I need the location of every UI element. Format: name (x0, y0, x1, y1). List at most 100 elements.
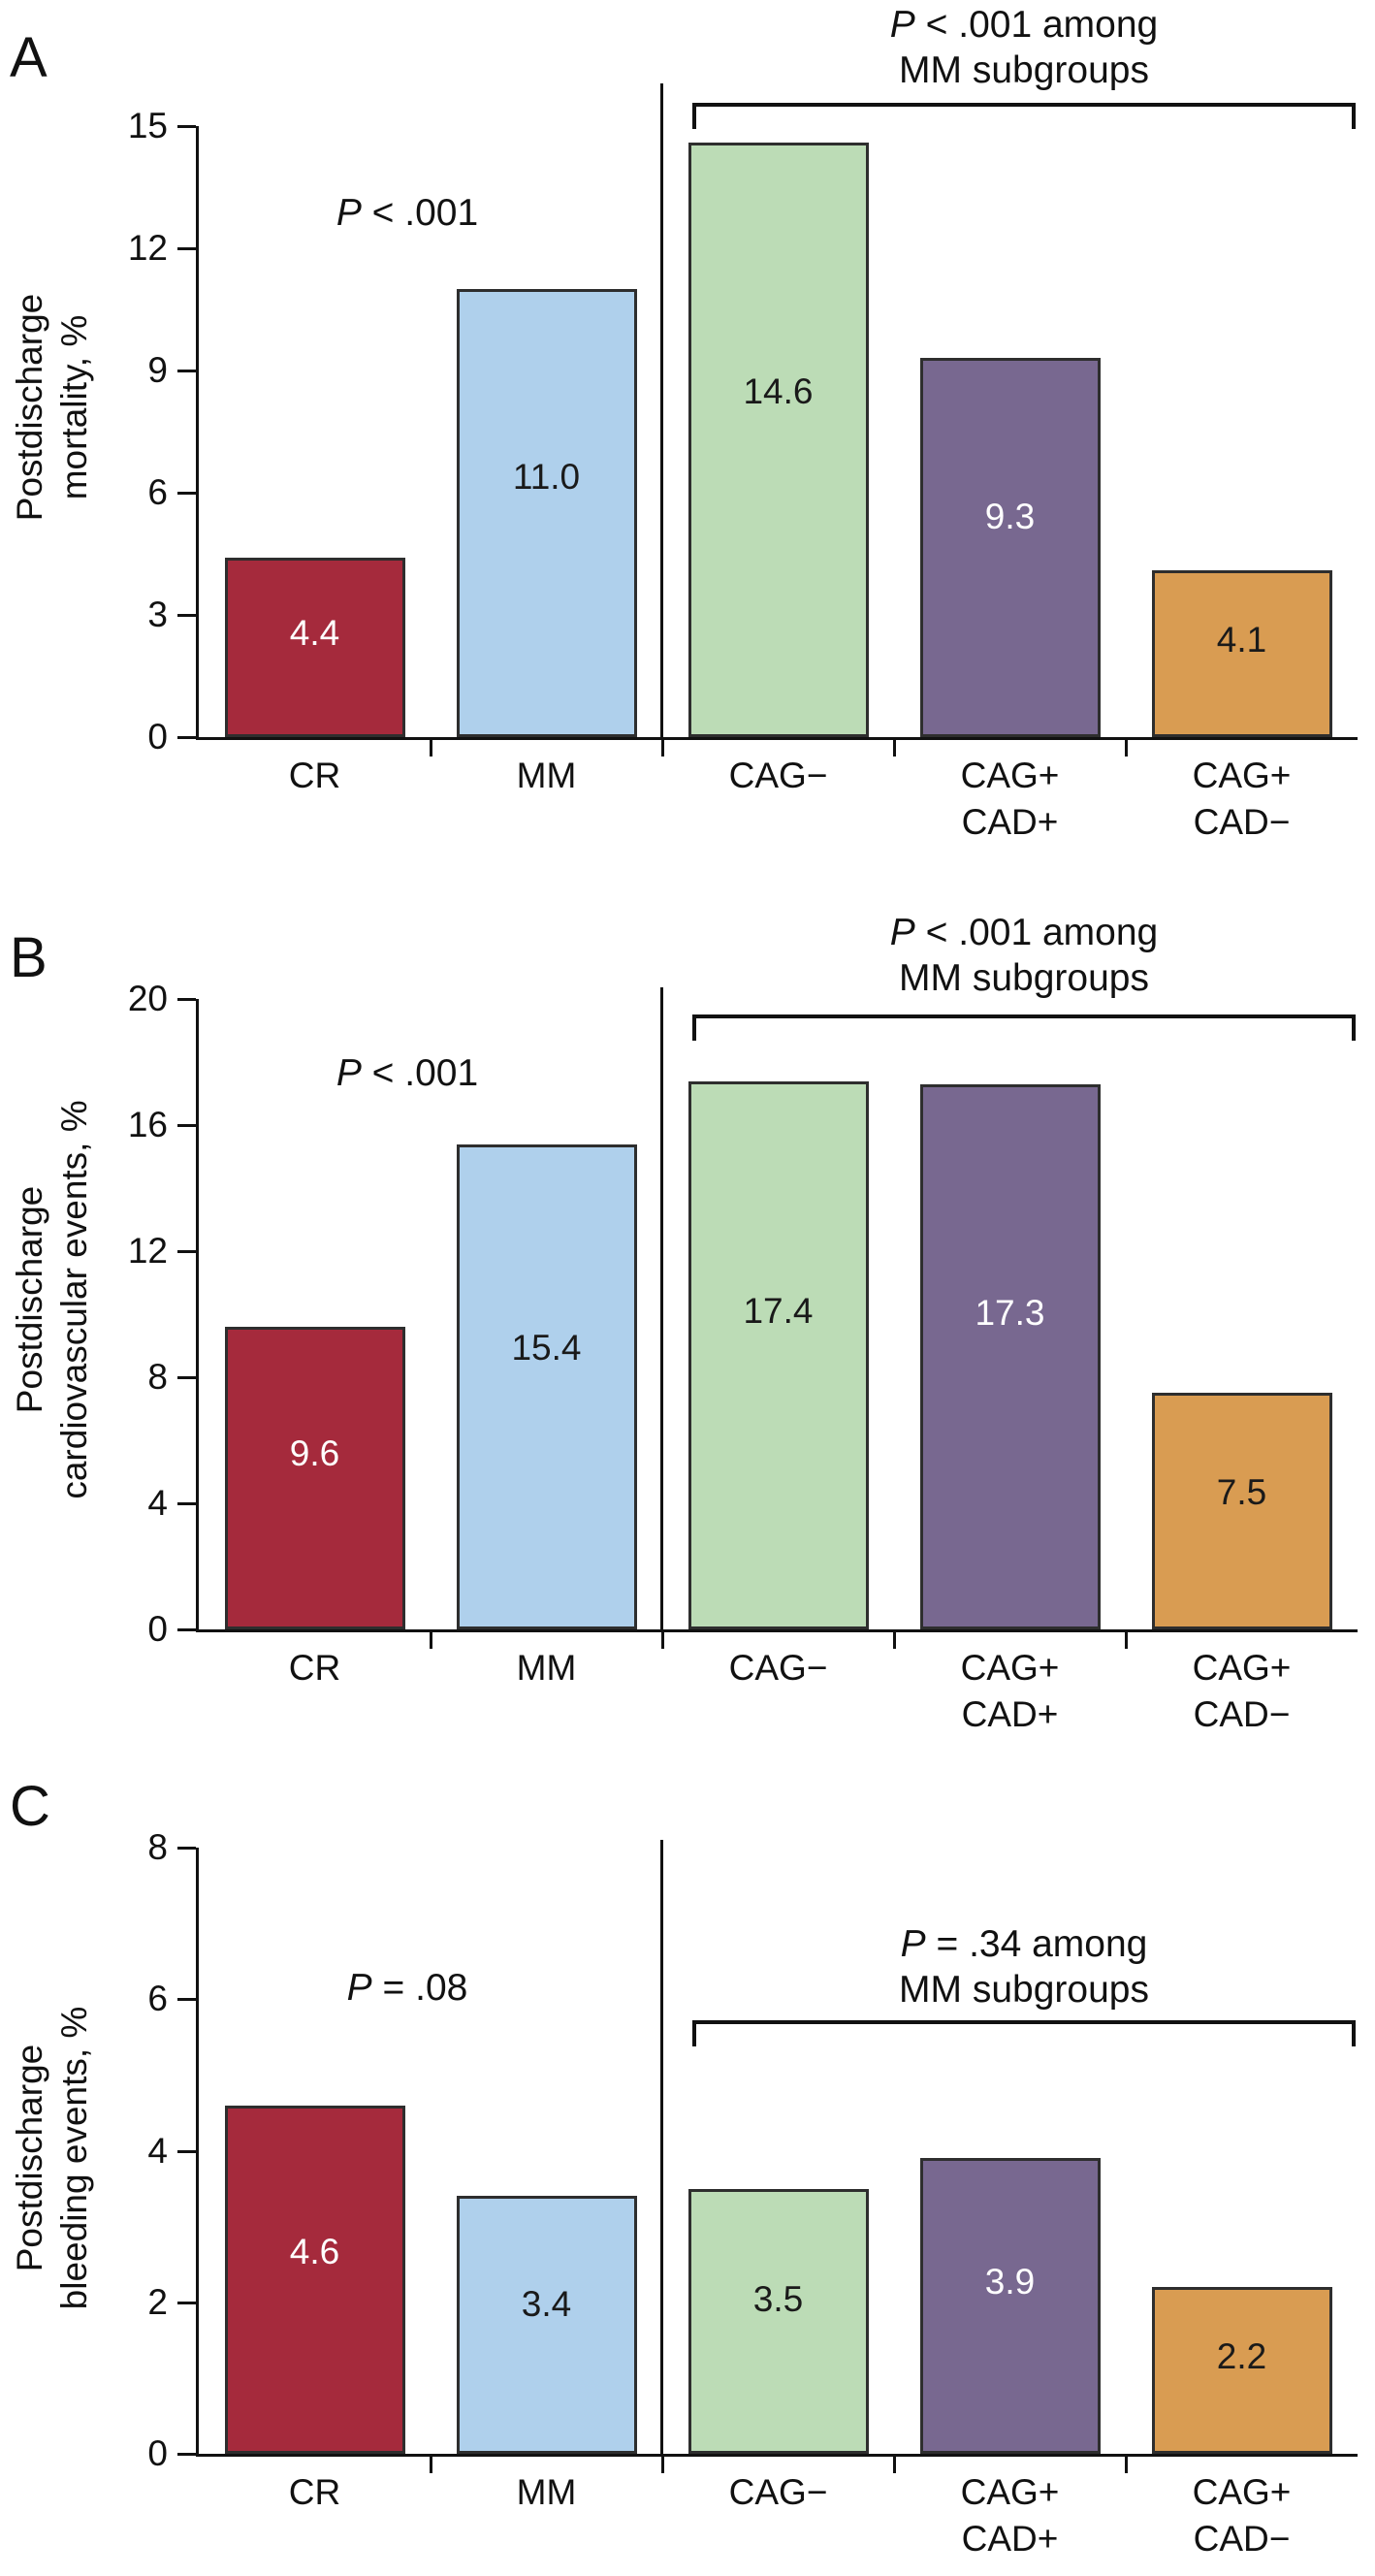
x-category-label-mm: MM (437, 753, 656, 799)
bar-cag-neg (688, 142, 869, 737)
bar-cag-pos-cad-neg (1151, 1393, 1332, 1629)
y-tick-label: 12 (127, 1231, 168, 1271)
bar-value-label-cr: 4.6 (289, 2231, 340, 2271)
bar-value-label-cag-pos-cad-pos: 3.9 (984, 2262, 1036, 2302)
x-category-label-line: CAG+ (1192, 756, 1292, 795)
x-category-label-cr: CR (206, 753, 425, 799)
bar-value-label-cag-pos-cad-neg: 2.2 (1216, 2336, 1267, 2377)
bar-value-label-mm: 15.4 (511, 1327, 582, 1368)
x-axis-line (196, 737, 1358, 740)
y-tick (177, 1250, 196, 1253)
x-axis-line (196, 2454, 1358, 2457)
bar-cag-neg (688, 1080, 869, 1629)
y-tick (177, 736, 196, 739)
x-category-label-line: CR (288, 1648, 341, 1688)
x-category-label-line: CAD− (1193, 2519, 1291, 2559)
x-tick (893, 740, 896, 757)
bar-cag-pos-cad-neg (1151, 569, 1332, 737)
x-category-label-line: CAG+ (1192, 2472, 1292, 2512)
panel-b-cardiovascular-events: B Postdischarge cardiovascular events, %… (0, 853, 1375, 1734)
pairwise-p-annotation: P = .08 (347, 1967, 468, 2010)
y-axis-line (196, 126, 199, 740)
x-category-label-line: CAG− (728, 756, 828, 795)
y-tick (177, 614, 196, 617)
subgroup-p-line1: P < .001 among (890, 2, 1158, 48)
x-category-label-line: CAG− (728, 2472, 828, 2512)
bar-mm (456, 289, 637, 737)
pairwise-p-annotation: P < .001 (336, 192, 478, 235)
bar-cr (224, 2105, 405, 2454)
x-category-label-line: MM (516, 756, 577, 795)
subgroup-p-line1: P = .34 among (899, 1921, 1149, 1967)
p-symbol: P (336, 192, 362, 234)
y-tick-label: 8 (147, 1827, 168, 1867)
bar-mm (456, 2196, 637, 2454)
bar-value-label-cr: 4.4 (289, 612, 340, 653)
x-category-label-line: CAD− (1193, 802, 1291, 842)
x-category-label-cag-neg: CAG− (669, 2469, 888, 2516)
bar-value-label-cag-neg: 17.4 (743, 1291, 814, 1331)
y-tick (177, 1124, 196, 1127)
x-category-label-cag-neg: CAG− (669, 753, 888, 799)
x-category-label-line: CAG+ (1192, 1648, 1292, 1688)
x-tick (661, 2457, 664, 2473)
x-category-label-line: MM (516, 2472, 577, 2512)
y-tick-label: 6 (147, 1979, 168, 2019)
x-category-label-cag-pos-cad-pos: CAG+ CAD+ (901, 753, 1120, 846)
x-category-label-line: MM (516, 1648, 577, 1688)
y-tick-label: 15 (127, 106, 168, 145)
subgroup-bracket (692, 103, 1356, 129)
bar-mm (456, 1143, 637, 1629)
panel-letter-b: B (10, 926, 48, 989)
bar-value-label-cag-neg: 3.5 (752, 2279, 804, 2320)
y-tick (177, 998, 196, 1001)
y-tick-label: 0 (147, 717, 168, 757)
y-axis-line (196, 999, 199, 1632)
y-tick (177, 1998, 196, 2002)
subgroup-bracket (692, 2020, 1356, 2046)
panel-letter-c: C (10, 1775, 50, 1838)
p-value-text: = .08 (371, 1967, 468, 2009)
subgroup-p-line2: MM subgroups (899, 957, 1149, 999)
y-tick-label: 16 (127, 1105, 168, 1144)
group-divider-line (660, 987, 663, 1629)
x-tick (1125, 2457, 1128, 2473)
y-tick-label: 9 (147, 350, 168, 390)
bar-value-label-cag-pos-cad-pos: 17.3 (975, 1292, 1045, 1333)
x-category-label-cag-pos-cad-pos: CAG+ CAD+ (901, 1645, 1120, 1738)
bar-value-label-cag-neg: 14.6 (743, 371, 814, 412)
bar-value-label-cag-pos-cad-neg: 4.1 (1216, 620, 1267, 660)
y-tick-label: 20 (127, 979, 168, 1018)
p-symbol: P (346, 1967, 372, 2009)
x-tick (661, 1632, 664, 1649)
y-tick (177, 125, 196, 128)
x-category-label-line: CAG+ (960, 2472, 1060, 2512)
bar-cag-pos-cad-pos (919, 1083, 1101, 1629)
bar-cr (224, 558, 405, 737)
pairwise-p-annotation: P < .001 (336, 1052, 478, 1095)
bar-cag-pos-cad-neg (1151, 2287, 1332, 2454)
y-tick (177, 247, 196, 250)
group-divider-line (660, 1840, 663, 2454)
y-tick (177, 1628, 196, 1631)
x-category-label-cag-neg: CAG− (669, 1645, 888, 1691)
y-tick (177, 2301, 196, 2304)
x-category-label-cr: CR (206, 2469, 425, 2516)
x-category-label-cag-pos-cad-neg: CAG+ CAD− (1133, 753, 1352, 846)
y-tick-label: 4 (147, 2130, 168, 2171)
x-tick (893, 1632, 896, 1649)
y-tick (177, 370, 196, 372)
panel-a-mortality: A Postdischarge mortality, % P < .001 P … (0, 0, 1375, 853)
x-tick (430, 1632, 432, 1649)
y-tick-label: 8 (147, 1357, 168, 1397)
plot-area: 0 3 6 9 12 15 4.4 CR 11.0 MM 14.6 CAG− 9.3 CAG+ CAD+ 4.… (0, 0, 1375, 853)
bar-value-label-mm: 3.4 (521, 2283, 572, 2324)
y-tick (177, 492, 196, 495)
y-tick-label: 0 (147, 2433, 168, 2473)
p-value-text: = .34 among (925, 1923, 1148, 1965)
x-category-label-cr: CR (206, 1645, 425, 1691)
x-category-label-line: CAG+ (960, 1648, 1060, 1688)
x-category-label-line: CR (288, 756, 341, 795)
bar-value-label-mm: 11.0 (512, 457, 581, 498)
p-symbol: P (889, 4, 915, 46)
